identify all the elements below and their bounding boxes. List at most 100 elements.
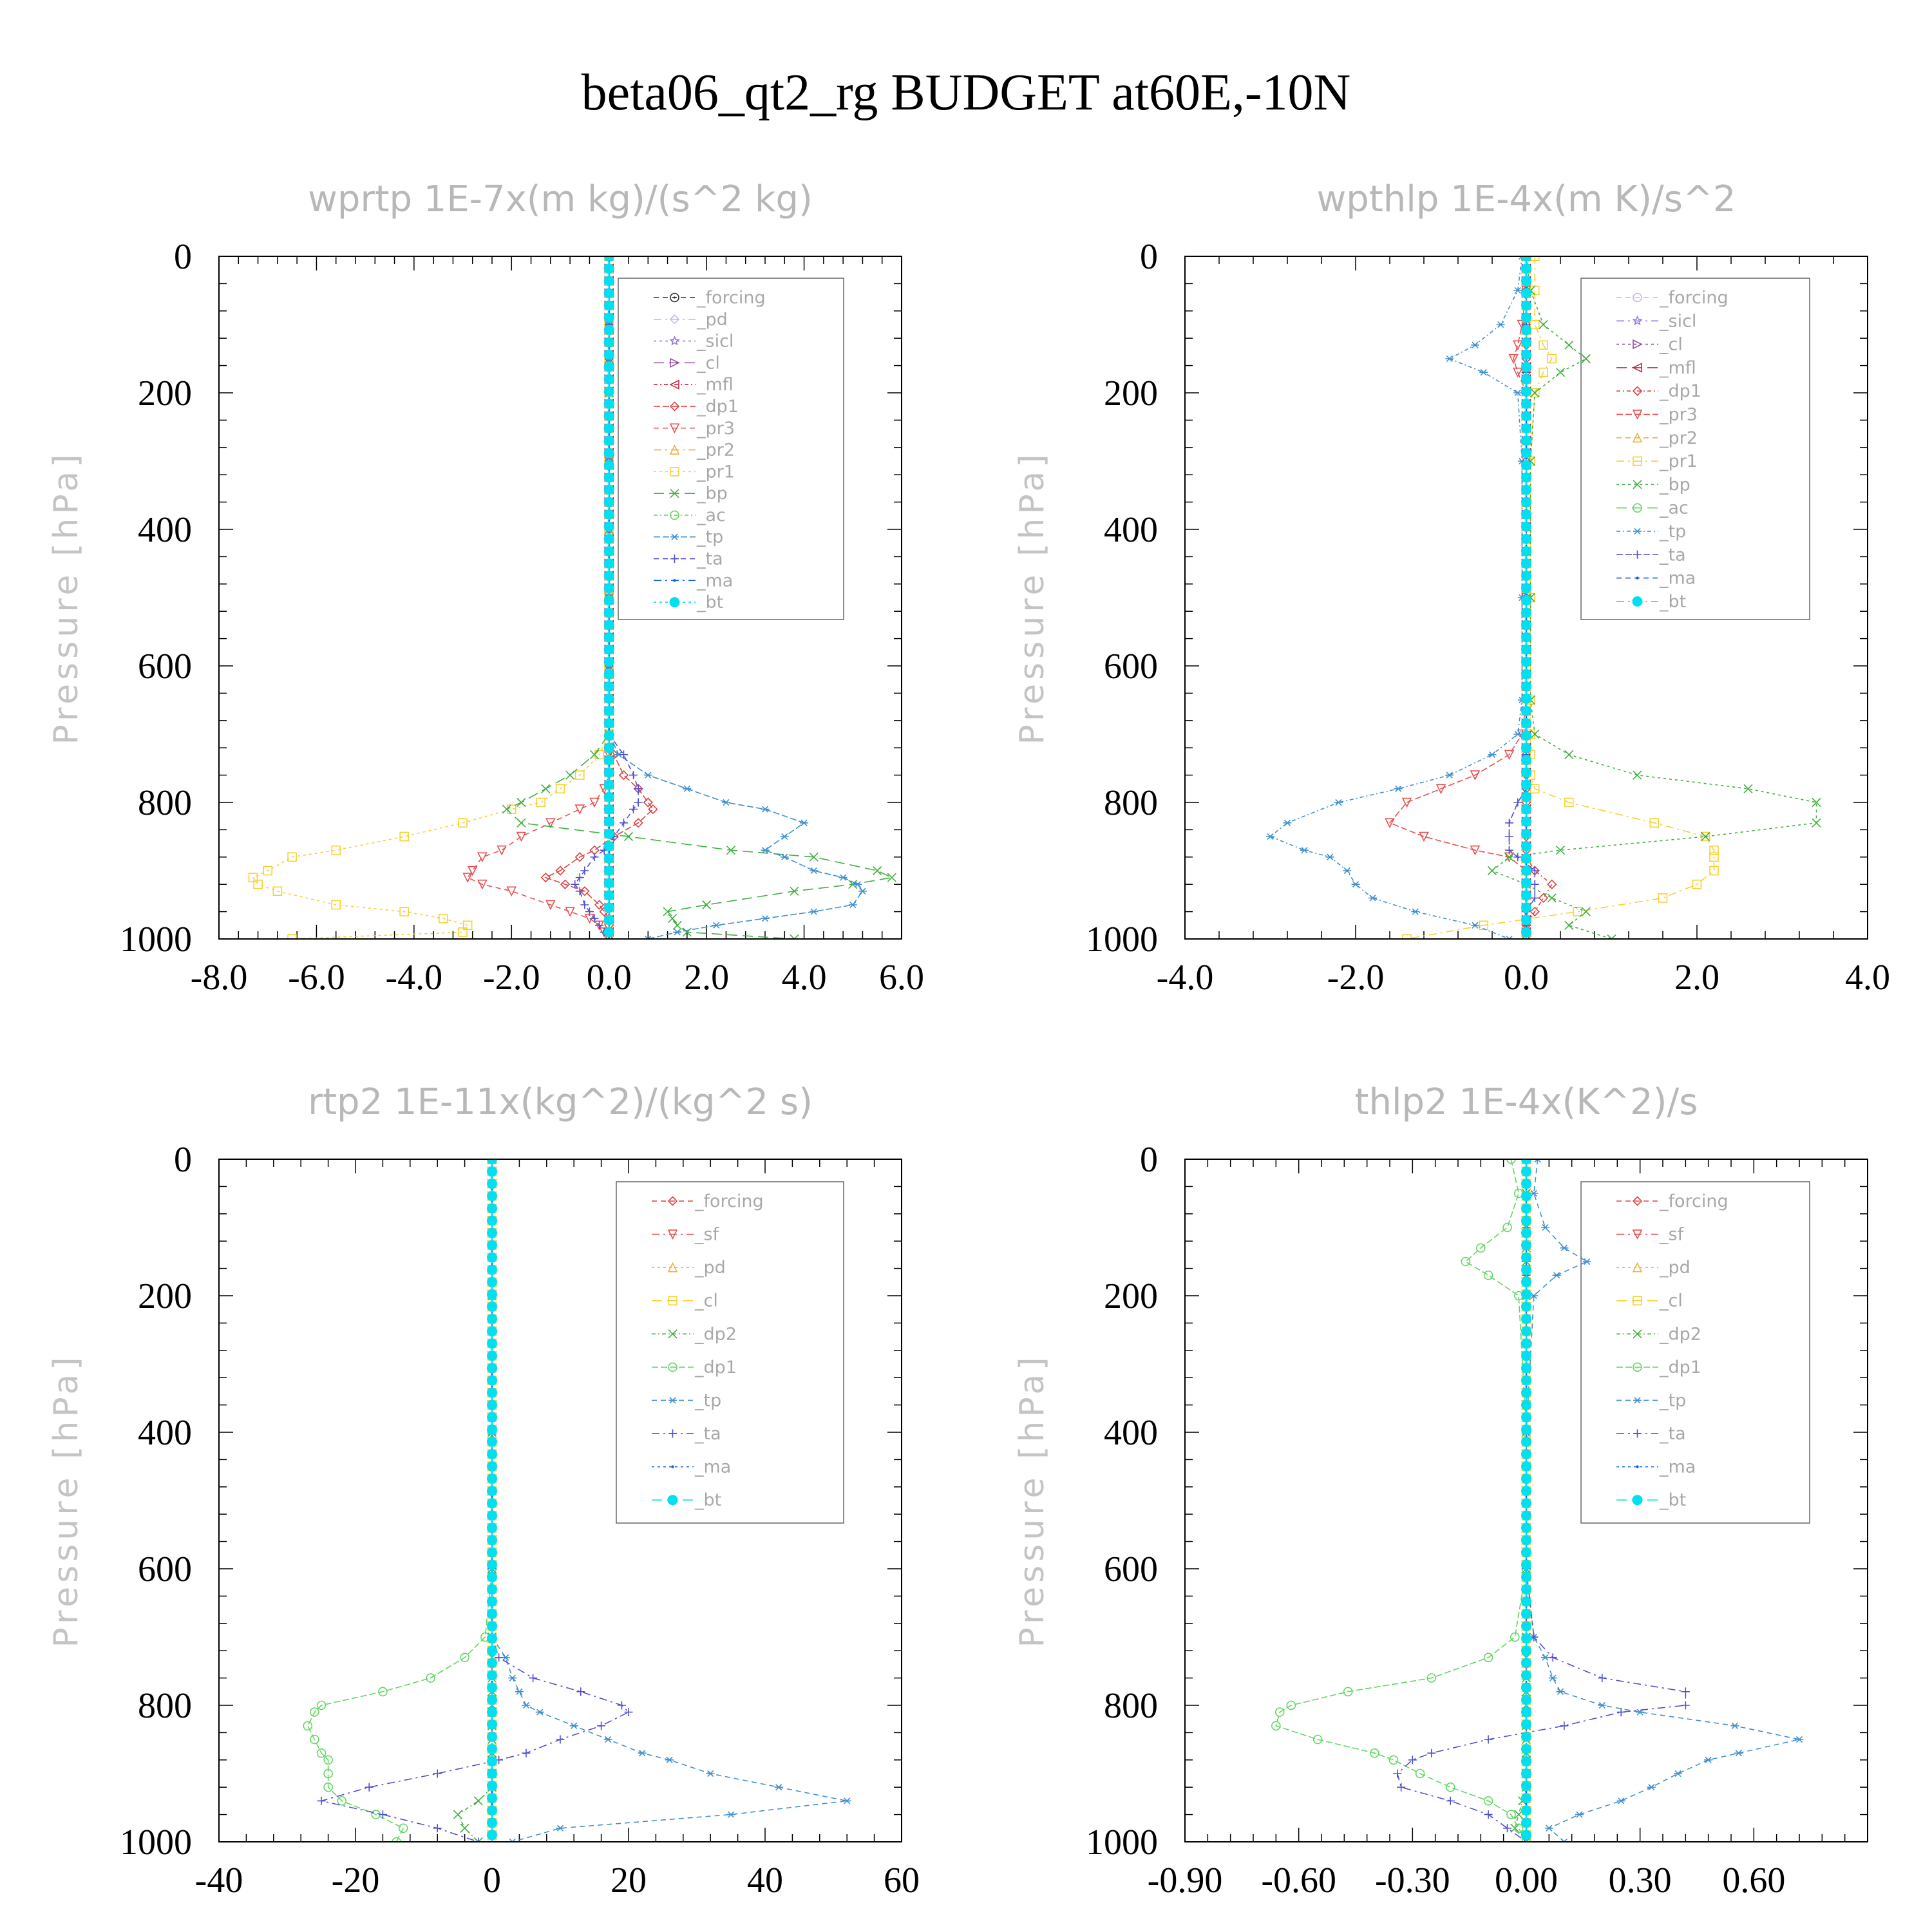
data-point (1521, 914, 1531, 925)
data-point (1521, 1547, 1531, 1558)
data-point (1274, 1707, 1285, 1717)
data-point (590, 853, 599, 862)
y-tick-label: 1000 (1086, 920, 1158, 960)
data-point (1300, 847, 1309, 854)
data-point (1334, 799, 1343, 806)
data-point (1521, 1658, 1531, 1669)
data-point (800, 819, 809, 826)
legend-entry: _dp1 (1659, 381, 1701, 401)
data-point (810, 867, 819, 875)
data-point (1564, 797, 1574, 808)
data-point (487, 1399, 497, 1410)
data-point (487, 1817, 497, 1828)
data-point (316, 1700, 327, 1710)
data-point (1530, 784, 1540, 794)
data-point (487, 1547, 497, 1558)
data-point (487, 1793, 497, 1804)
legend-marker (1633, 292, 1642, 303)
data-point (1343, 867, 1352, 875)
data-point (487, 1326, 497, 1337)
legend: _forcing_pd_sicl_cl_mfl_dp1_pr3_pr2_pr1_… (618, 278, 844, 620)
axis-ticks (218, 1159, 902, 1842)
data-point (1709, 845, 1719, 855)
data-point (603, 497, 614, 507)
legend-entry: _bt (1659, 592, 1686, 612)
data-point (603, 791, 614, 802)
data-point (603, 558, 614, 569)
legend-entry: _pr3 (696, 419, 735, 439)
legend-marker (668, 1397, 677, 1404)
data-point (487, 1486, 497, 1497)
data-point (1521, 1805, 1531, 1816)
legend-marker (671, 1465, 674, 1468)
data-point (438, 913, 448, 923)
data-point (603, 705, 614, 716)
data-point (473, 1796, 483, 1806)
data-point (603, 263, 614, 274)
panel-title: rtp2 1E-11x(kg^2)/(kg^2 s) (308, 1081, 813, 1123)
x-tick-label: -4.0 (386, 958, 443, 998)
data-point (1479, 369, 1488, 376)
x-tick-label: -40 (195, 1861, 243, 1900)
data-point (603, 472, 614, 483)
legend-marker (669, 336, 680, 346)
data-point (761, 915, 770, 922)
data-point (1521, 1596, 1531, 1607)
data-point (1521, 288, 1531, 299)
data-point (1368, 895, 1377, 902)
legend-marker (1632, 1262, 1643, 1273)
series-group (1266, 256, 1821, 939)
data-point (1575, 1811, 1584, 1818)
data-point (487, 1436, 497, 1447)
data-point (1521, 1682, 1531, 1693)
data-point (603, 804, 614, 815)
legend-entry: _bp (696, 484, 728, 504)
y-axis-label: Pressure [hPa] (1013, 1354, 1052, 1648)
legend-marker (670, 292, 679, 303)
data-point (1521, 1314, 1531, 1325)
data-point (477, 852, 488, 863)
data-point (887, 873, 896, 882)
y-axis-label: Pressure [hPa] (47, 451, 86, 745)
data-point (1445, 772, 1454, 779)
data-point (487, 1670, 497, 1681)
y-tick-label: 1000 (120, 920, 192, 960)
data-point (303, 1721, 313, 1731)
data-point (1521, 828, 1531, 839)
data-point (316, 1748, 327, 1758)
data-point (473, 1837, 483, 1842)
data-point (1521, 1350, 1531, 1361)
data-point (712, 922, 721, 929)
data-point (1521, 1486, 1531, 1497)
data-point (323, 1768, 333, 1779)
data-point (1521, 1768, 1531, 1779)
data-point (474, 1837, 483, 1842)
data-point (487, 1743, 497, 1754)
legend-entry: _ac (696, 506, 726, 526)
data-point (1521, 448, 1531, 459)
data-point (1544, 1824, 1553, 1832)
data-point (365, 1783, 374, 1792)
data-point (1521, 681, 1531, 692)
data-point (1471, 341, 1479, 348)
data-point (331, 845, 341, 855)
data-point (522, 1748, 531, 1757)
data-point (810, 908, 819, 915)
data-point (648, 804, 658, 815)
legend: _forcing _sf _pd _cl _dp2 _dp1 _tp _ta _ma _bt (1580, 1181, 1810, 1524)
data-point (603, 656, 614, 667)
legend-marker (669, 401, 680, 412)
plot-frame (218, 256, 902, 940)
legend-entry: _mfl (696, 375, 734, 395)
legend-entry: _pr2 (1659, 428, 1698, 448)
data-point (1521, 1276, 1531, 1287)
data-point (1521, 1498, 1531, 1509)
data-point (1343, 1687, 1353, 1697)
data-point (545, 900, 556, 911)
data-point (1674, 1770, 1683, 1777)
data-point (487, 1387, 497, 1398)
data-point (398, 1823, 408, 1833)
data-point (590, 914, 599, 923)
data-point (643, 797, 653, 808)
